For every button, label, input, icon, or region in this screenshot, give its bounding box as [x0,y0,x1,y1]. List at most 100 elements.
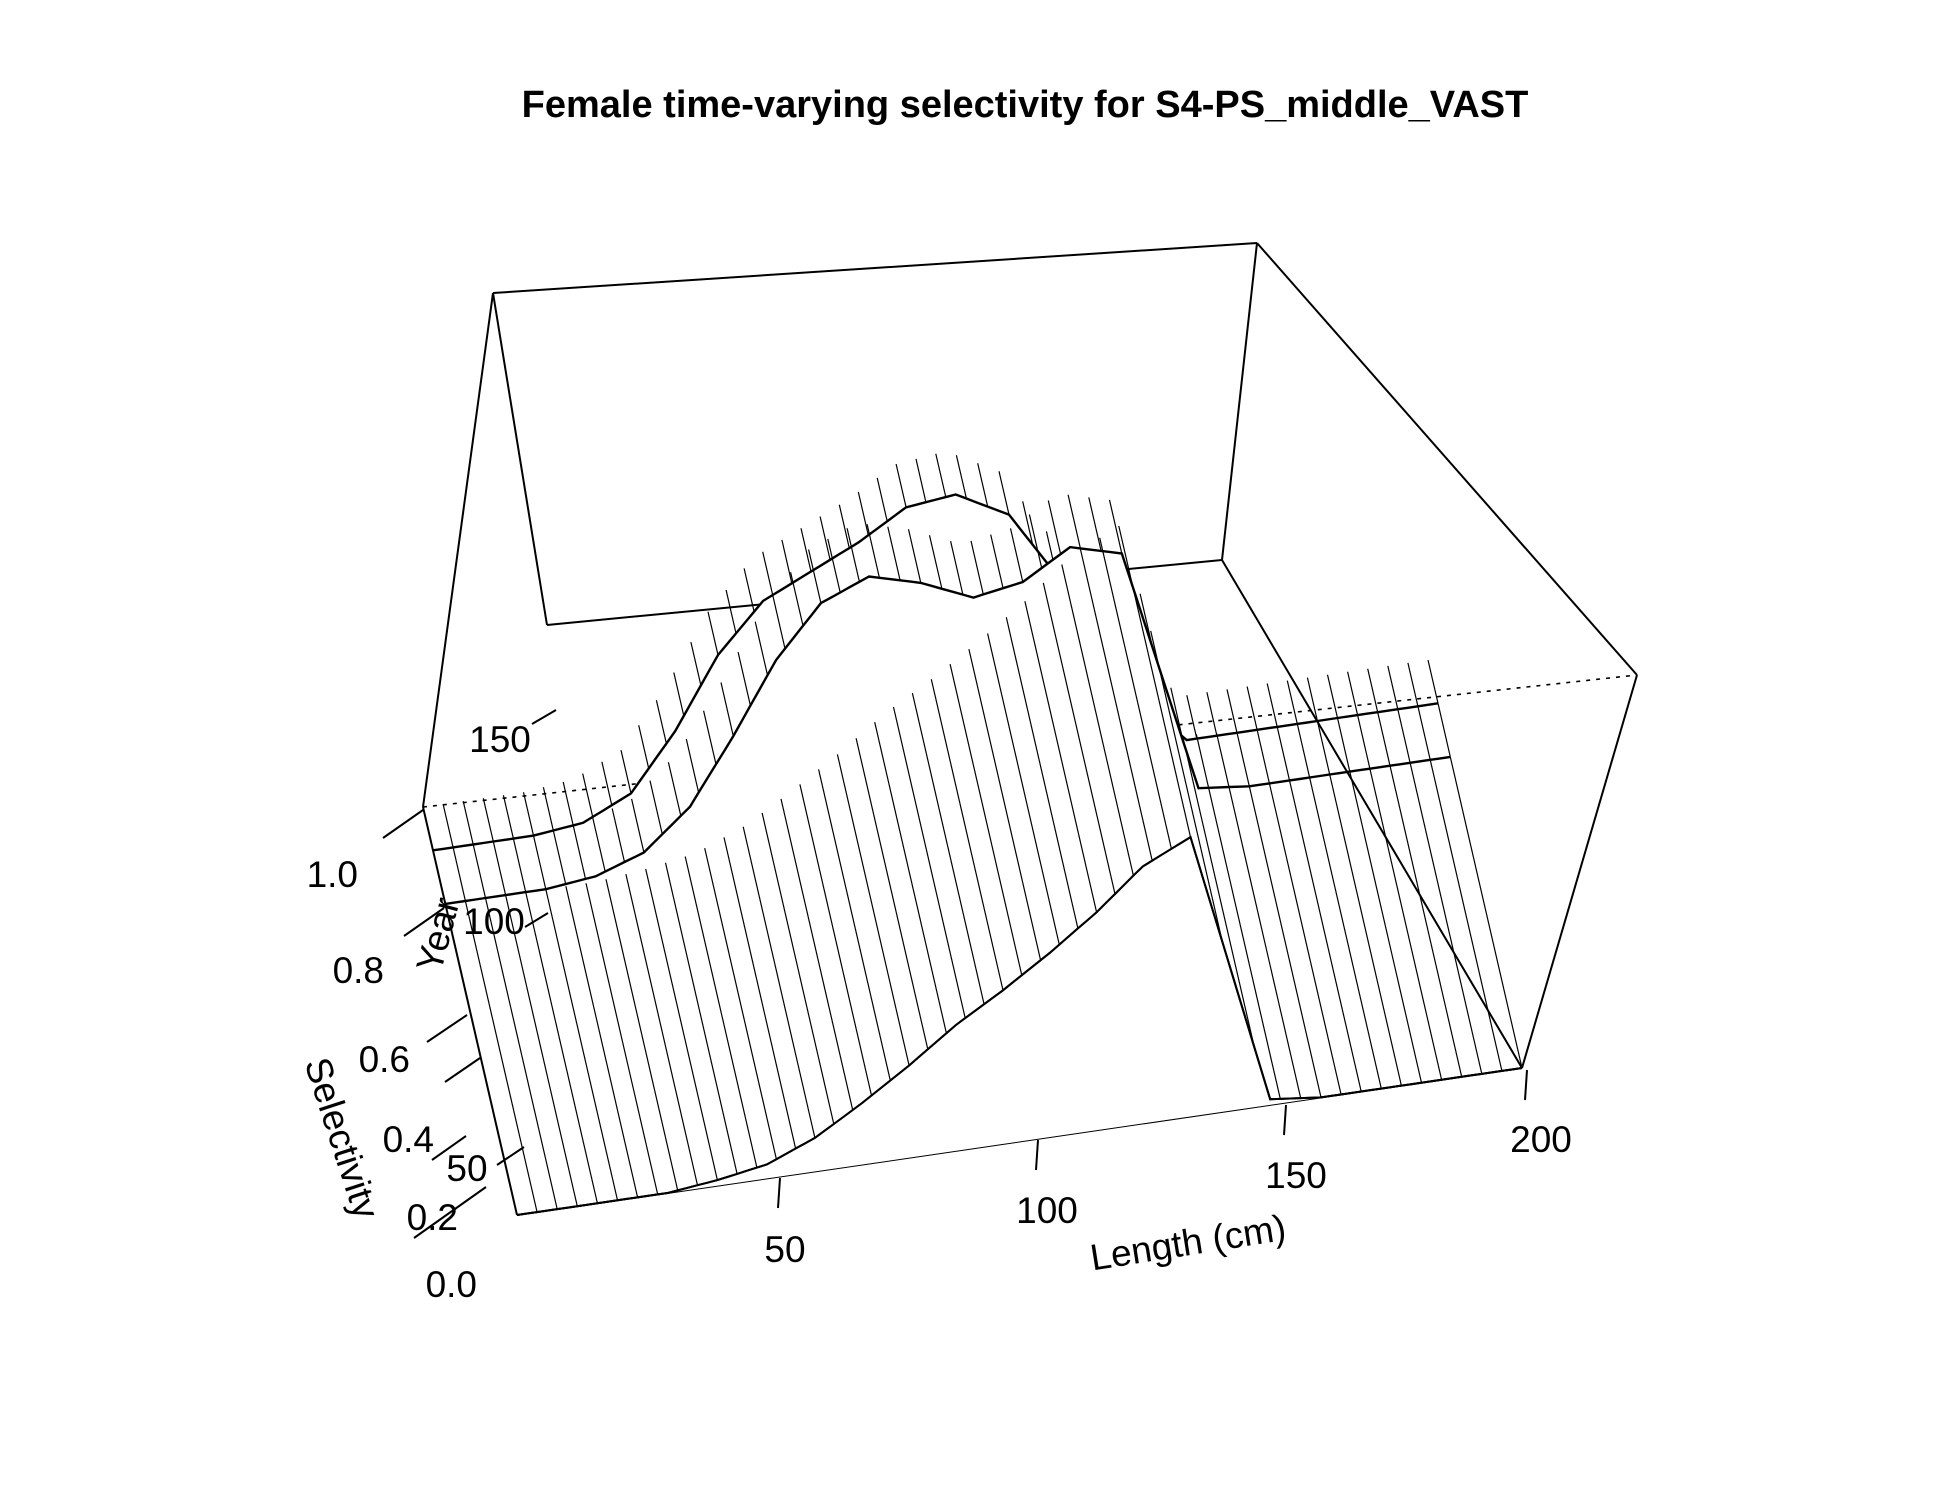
surface-gridline [1429,759,1503,1072]
surface-gridline [780,798,854,1111]
surface-gridline [772,594,786,649]
surface-gridline [799,784,873,1096]
surface-gridline [611,808,626,863]
surface-gridline [977,463,989,507]
surface-gridline [585,883,659,1195]
surface-gridline [998,471,1010,515]
surface-gridline [935,453,947,498]
surface-gridline [1288,780,1362,1092]
surface-gridline [818,769,891,1081]
surface-gridline [1369,768,1443,1080]
surface-gridline [1437,703,1451,758]
surface-gridline [685,738,700,793]
surface-gridline [1427,659,1439,704]
surface-gridline [664,862,738,1175]
surface-gridline [819,516,831,560]
surface-gridline [723,837,797,1149]
surface-gridline [874,721,947,1034]
surface-gridline [855,738,929,1050]
selectivity-tick-label: 1.0 [307,854,358,895]
selectivity-profile [432,493,1439,852]
surface-gridline [1407,662,1419,707]
surface-gridline [667,762,682,816]
surface-gridline [1118,525,1192,838]
surface-gridline [930,679,1004,991]
surface-gridline [1024,601,1098,913]
surface-gridline [464,900,538,1213]
year-tick-label: 50 [446,1148,487,1189]
surface-gridline [990,534,1004,589]
surface-gridline [422,806,434,851]
surface-gridline [1296,723,1311,778]
surface-gridline [649,780,663,835]
selectivity-tick [413,1186,487,1239]
surface-gridline [444,903,518,1216]
surface-gridline [638,725,650,769]
surface-gridline [968,648,1042,961]
selectivity-tick-label: 0.0 [426,1264,477,1305]
surface-gridline [1256,729,1270,784]
surface-gridline [1286,680,1298,725]
length-tick-label: 150 [1265,1155,1327,1196]
surface-gridline [911,692,985,1005]
surface-gridline [866,524,880,578]
surface-gridline [655,700,667,744]
surface-gridline [707,611,719,656]
surface-gridline [1268,783,1342,1095]
surface-gridline [673,672,685,717]
surface-gridline [1266,683,1278,728]
surface-gridline [1099,537,1172,849]
surface-gridline [1108,499,1123,554]
surface-gridline [1236,732,1250,787]
year-tick [531,709,557,725]
surface-gridline [1005,617,1079,929]
surface-gridline [892,706,966,1019]
surface-gridline [601,761,613,806]
surface-gridline [442,803,454,848]
surface-gridline [625,873,699,1186]
surface-gridline [472,844,487,899]
surface-gridline [1449,756,1523,1069]
selectivity-tick [403,907,445,937]
surface-gridline [1417,706,1431,760]
surface-gridline [836,754,910,1066]
box-edge [1521,674,1638,1069]
surface-gridline [512,838,527,893]
surface-gridline [1042,582,1116,895]
surface-gridline [876,477,888,522]
box-edge [492,242,1258,294]
surface-gridline [915,458,927,503]
selectivity-tick-label: 0.8 [333,950,384,991]
length-tick-label: 50 [764,1229,805,1270]
box-edge [1221,242,1258,561]
surface-gridline [1367,668,1379,713]
surface-gridline [754,621,769,676]
surface-gridline [808,549,822,604]
surface-gridline [895,463,907,508]
surface-gridline [1028,514,1043,569]
surface-gridline [907,529,922,584]
surface-gridline [690,641,702,686]
surface-gridline [949,663,1023,976]
surface-gridline [1150,630,1223,943]
surface-gridline [987,633,1060,945]
surface-gridline [1226,689,1238,733]
surface-gridline [1336,717,1351,772]
surface-gridline [1306,677,1318,722]
surface-gridline [1061,564,1134,876]
surface-gridline [532,835,547,890]
surface-gridline [1377,712,1391,766]
selectivity-tick [431,1135,467,1161]
box-edge [1221,559,1523,1069]
surface-gridline [542,787,554,831]
surface-gridline [605,879,679,1191]
surface-gridline [704,847,777,1160]
surface-gridline [838,504,850,549]
box-edge [422,292,494,808]
surface-face [517,837,1522,1215]
surface-gridline [1276,726,1291,781]
length-tick [1035,1139,1039,1171]
selectivity-tick [444,1057,481,1083]
selectivity-tick [382,809,424,839]
surface-gridline [502,795,514,839]
